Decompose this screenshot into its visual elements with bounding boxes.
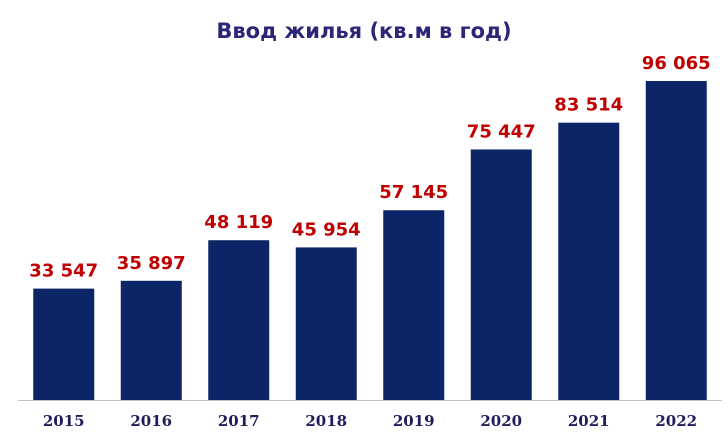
data-label: 33 547 [29,261,98,282]
bar [33,288,95,400]
bar [470,149,532,400]
data-label: 48 119 [204,212,273,233]
bar [383,210,445,400]
x-tick-label: 2021 [568,412,610,430]
x-tick-label: 2018 [305,412,347,430]
data-label: 75 447 [467,121,536,142]
data-label: 57 145 [379,182,448,203]
bar [558,122,620,401]
x-tick-label: 2015 [43,412,85,430]
data-label: 96 065 [642,53,711,74]
data-label: 83 514 [554,95,623,116]
data-label: 35 897 [117,253,186,274]
data-label: 45 954 [292,219,361,240]
bar [208,240,270,400]
x-tick-label: 2017 [218,412,260,430]
x-tick-label: 2020 [480,412,522,430]
bar [645,81,707,400]
chart-title: Ввод жилья (кв.м в год) [216,19,511,43]
bar [295,247,357,400]
x-tick-label: 2016 [130,412,172,430]
bar [120,280,182,400]
x-tick-label: 2022 [655,412,697,430]
x-tick-label: 2019 [393,412,435,430]
